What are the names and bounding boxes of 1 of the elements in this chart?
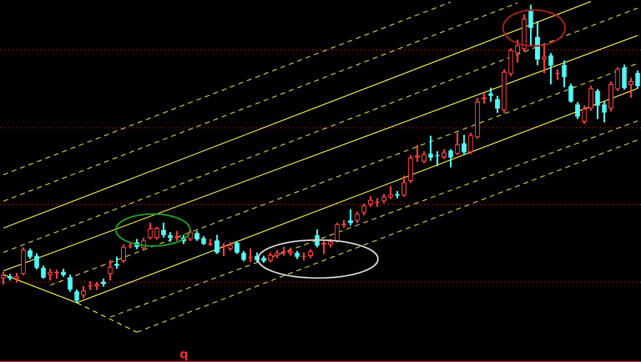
- text: q: [180, 347, 188, 362]
